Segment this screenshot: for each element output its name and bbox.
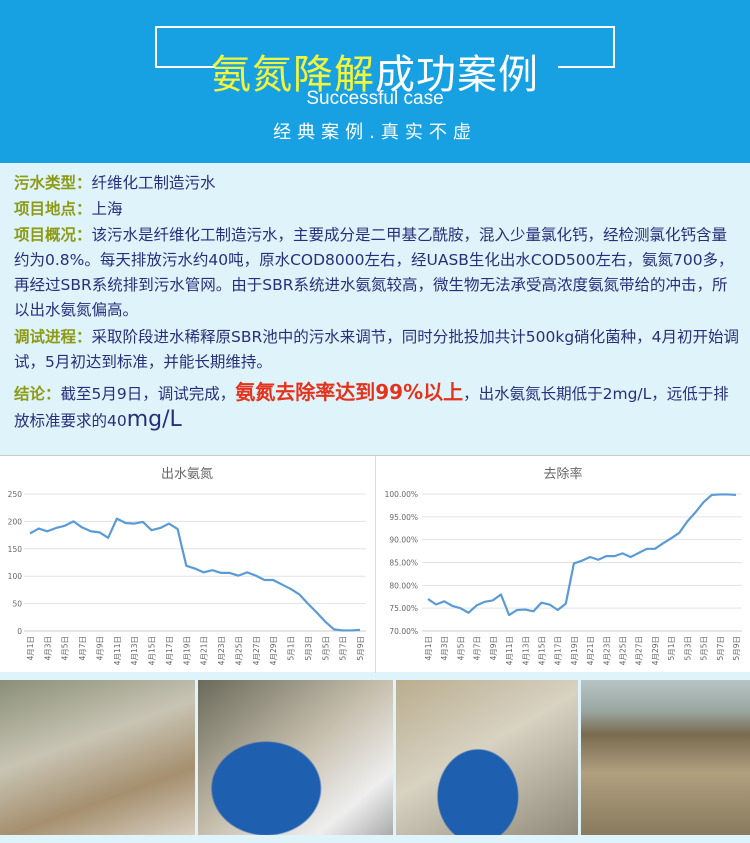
y-tick-label: 70.00% bbox=[389, 627, 418, 636]
series-line bbox=[427, 493, 737, 617]
x-tick-label: 4月23日 bbox=[602, 636, 611, 665]
x-tick-label: 5月3日 bbox=[683, 636, 692, 661]
y-tick-label: 80.00% bbox=[389, 581, 418, 590]
photo-aeration-tank bbox=[581, 680, 750, 835]
x-tick-label: 4月5日 bbox=[61, 636, 70, 661]
x-tick-label: 4月27日 bbox=[635, 636, 644, 665]
y-tick-label: 200 bbox=[8, 517, 23, 526]
x-tick-label: 5月7日 bbox=[339, 636, 348, 661]
x-tick-label: 4月15日 bbox=[148, 636, 157, 665]
x-tick-label: 5月9日 bbox=[356, 636, 365, 661]
frame-left-stub bbox=[155, 66, 215, 68]
x-tick-label: 4月23日 bbox=[217, 636, 226, 665]
y-tick-label: 250 bbox=[8, 490, 23, 499]
x-tick-label: 4月3日 bbox=[43, 636, 52, 661]
page-title: 氨氮降解成功案例 bbox=[0, 42, 750, 100]
y-tick-label: 90.00% bbox=[389, 536, 418, 545]
y-tick-label: 50 bbox=[12, 600, 22, 609]
charts-area: 出水氨氮 0 50 100 150 200 250 4月1日 4月3日 4月5日 4月7日 4月9日 4… bbox=[0, 455, 750, 673]
overview: 项目概况：该污水是纤维化工制造污水，主要成分是二甲基乙酰胺，混入少量氯化钙，经检… bbox=[14, 223, 740, 323]
location: 项目地点：上海 bbox=[14, 198, 740, 222]
y-tick-label: 95.00% bbox=[389, 513, 418, 522]
x-tick-label: 4月17日 bbox=[554, 636, 563, 665]
x-tick-label: 4月19日 bbox=[182, 636, 191, 665]
x-tick-label: 4月21日 bbox=[586, 636, 595, 665]
label: 调试进程： bbox=[14, 328, 92, 346]
x-tick-label: 4月13日 bbox=[130, 636, 139, 665]
x-tick-label: 4月9日 bbox=[489, 636, 498, 661]
photo-pouring-bag bbox=[198, 680, 393, 835]
x-tick-label: 4月25日 bbox=[234, 636, 243, 665]
x-tick-label: 4月1日 bbox=[26, 636, 35, 661]
x-tick-label: 4月29日 bbox=[651, 636, 660, 665]
value: 上海 bbox=[91, 199, 123, 218]
y-tick-label: 100.00% bbox=[385, 490, 418, 499]
label: 污水类型： bbox=[14, 174, 92, 192]
value: 该污水是纤维化工制造污水，主要成分是二甲基乙酰胺，混入少量氯化钙，经检测氯化钙含… bbox=[14, 226, 734, 319]
x-tick-label: 5月7日 bbox=[716, 636, 725, 661]
title-highlight: 氨氮降解 bbox=[211, 52, 375, 98]
y-tick-label: 0 bbox=[17, 627, 22, 636]
x-tick-label: 5月5日 bbox=[321, 636, 330, 661]
photo-worker-boxes bbox=[0, 680, 195, 835]
subtitle: Successful case bbox=[306, 88, 444, 109]
y-tick-label: 85.00% bbox=[389, 559, 418, 568]
chart-title: 去除率 bbox=[543, 466, 582, 482]
x-tick-label: 4月15日 bbox=[537, 636, 546, 665]
title-rest: 成功案例 bbox=[375, 52, 539, 98]
x-tick-label: 4月25日 bbox=[619, 636, 628, 665]
frame-top bbox=[155, 26, 615, 68]
process: 调试进程：采取阶段进水稀释原SBR池中的污水来调节，同时分批投加共计500kg硝… bbox=[14, 325, 740, 375]
x-tick-label: 4月29日 bbox=[269, 636, 278, 665]
x-tick-label: 5月1日 bbox=[287, 636, 296, 661]
value: 纤维化工制造污水 bbox=[91, 174, 216, 192]
x-tick-label: 5月5日 bbox=[700, 636, 709, 661]
y-tick-label: 75.00% bbox=[389, 604, 418, 613]
unit: mg/L bbox=[126, 407, 182, 432]
conclusion: 结论：截至5月9日，调试完成，氨氮去除率达到99%以上，出水氨氮长期低于2mg/… bbox=[14, 379, 740, 434]
label: 项目概况： bbox=[14, 226, 92, 244]
x-tick-label: 5月9日 bbox=[732, 636, 741, 661]
x-tick-label: 4月7日 bbox=[78, 636, 87, 661]
x-tick-label: 4月11日 bbox=[505, 636, 514, 665]
x-tick-label: 4月13日 bbox=[521, 636, 530, 665]
x-tick-label: 4月7日 bbox=[473, 636, 482, 661]
label: 项目地点： bbox=[14, 199, 92, 218]
value: 采取阶段进水稀释原SBR池中的污水来调节，同时分批投加共计500kg硝化菌种，4… bbox=[14, 328, 740, 371]
photo-strip bbox=[0, 680, 750, 835]
value: ，出水氨氮长期低于2mg/L，远低于排放标准要求的40 bbox=[14, 385, 729, 430]
y-tick-label: 100 bbox=[8, 572, 23, 581]
highlight: 氨氮去除率达到99%以上 bbox=[235, 380, 464, 404]
value: 截至5月9日，调试完成， bbox=[60, 385, 236, 403]
chart-effluent-ammonia: 出水氨氮 0 50 100 150 200 250 4月1日 4月3日 4月5日 4月7日 4月9日 4… bbox=[8, 467, 366, 665]
x-tick-label: 4月21日 bbox=[200, 636, 209, 665]
header-banner: 氨氮降解成功案例 Successful case 经典案例.真实不虚 bbox=[0, 0, 750, 163]
chart-removal-rate: 去除率 70.00% 75.00% 80.00% 85.00% 90.00% 95.00% 1… bbox=[375, 456, 742, 673]
frame-right-stub bbox=[558, 66, 615, 68]
x-tick-label: 4月17日 bbox=[165, 636, 174, 665]
x-tick-label: 4月27日 bbox=[252, 636, 261, 665]
case-info: 污水类型：纤维化工制造污水 项目地点：上海 项目概况：该污水是纤维化工制造污水，… bbox=[14, 172, 740, 434]
y-tick-label: 150 bbox=[8, 545, 23, 554]
x-tick-label: 4月5日 bbox=[456, 636, 465, 661]
x-tick-label: 5月3日 bbox=[304, 636, 313, 661]
label: 结论： bbox=[14, 385, 61, 403]
x-tick-label: 4月11日 bbox=[113, 636, 122, 665]
x-tick-label: 4月9日 bbox=[95, 636, 104, 661]
photo-mixing-barrel bbox=[396, 680, 578, 835]
x-tick-label: 4月19日 bbox=[570, 636, 579, 665]
x-tick-label: 4月3日 bbox=[440, 636, 449, 661]
x-tick-label: 5月1日 bbox=[667, 636, 676, 661]
slogan: 经典案例.真实不虚 bbox=[273, 122, 477, 143]
series-line bbox=[29, 517, 361, 632]
sewage-type: 污水类型：纤维化工制造污水 bbox=[14, 172, 740, 196]
x-tick-label: 4月1日 bbox=[424, 636, 433, 661]
chart-title: 出水氨氮 bbox=[161, 467, 213, 482]
